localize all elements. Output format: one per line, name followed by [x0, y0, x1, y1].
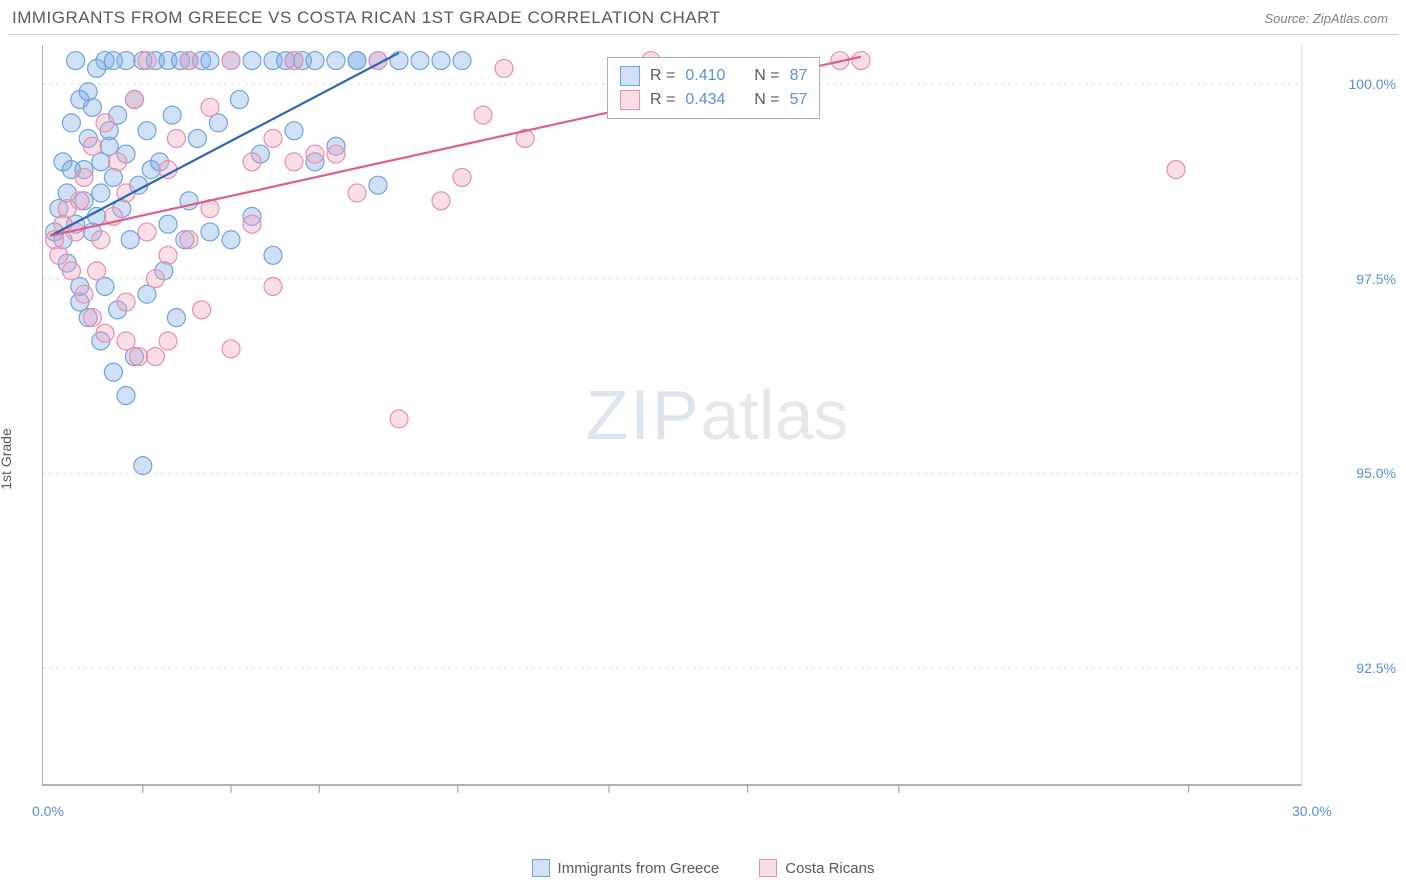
n-label: N = — [754, 67, 779, 85]
stats-row: R = 0.434 N = 57 — [620, 88, 807, 112]
n-value: 57 — [790, 91, 808, 109]
legend-swatch — [759, 859, 777, 877]
chart-area: 1st Grade ZIPatlas R = 0.410 N = 87 R = … — [0, 35, 1406, 883]
x-tick-label: 30.0% — [1292, 803, 1332, 819]
y-tick-label: 95.0% — [1356, 465, 1396, 481]
footer-legend: Immigrants from Greece Costa Ricans — [0, 859, 1406, 877]
x-tick-label: 0.0% — [32, 803, 64, 819]
y-axis-label: 1st Grade — [0, 428, 14, 489]
legend-label: Costa Ricans — [785, 860, 874, 877]
y-tick-label: 97.5% — [1356, 271, 1396, 287]
n-value: 87 — [790, 67, 808, 85]
legend-swatch — [620, 90, 640, 110]
n-label: N = — [754, 91, 779, 109]
correlation-stats-box: R = 0.410 N = 87 R = 0.434 N = 57 — [607, 57, 820, 119]
legend-swatch — [532, 859, 550, 877]
chart-header: IMMIGRANTS FROM GREECE VS COSTA RICAN 1S… — [0, 0, 1406, 34]
y-tick-label: 100.0% — [1349, 76, 1396, 92]
stats-row: R = 0.410 N = 87 — [620, 64, 807, 88]
legend-label: Immigrants from Greece — [558, 860, 720, 877]
source-attribution: Source: ZipAtlas.com — [1264, 11, 1388, 26]
chart-title: IMMIGRANTS FROM GREECE VS COSTA RICAN 1S… — [12, 8, 721, 28]
source-prefix: Source: — [1264, 11, 1312, 26]
source-name: ZipAtlas.com — [1313, 11, 1388, 26]
r-label: R = — [650, 67, 675, 85]
legend-item: Immigrants from Greece — [532, 859, 720, 877]
r-value: 0.410 — [685, 67, 725, 85]
scatter-plot-svg — [42, 45, 1392, 815]
r-label: R = — [650, 91, 675, 109]
plot-area: ZIPatlas R = 0.410 N = 87 R = 0.434 N = … — [42, 45, 1392, 815]
legend-item: Costa Ricans — [759, 859, 874, 877]
r-value: 0.434 — [685, 91, 725, 109]
legend-swatch — [620, 66, 640, 86]
y-tick-label: 92.5% — [1356, 660, 1396, 676]
